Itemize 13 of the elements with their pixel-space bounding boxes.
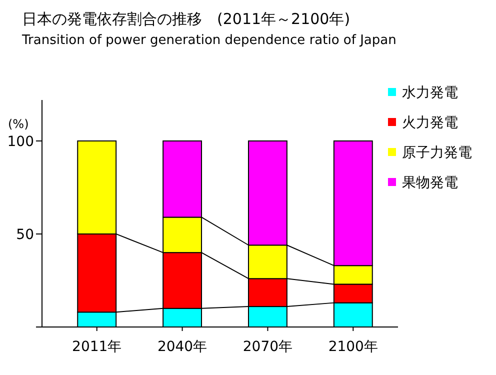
x-tick-label: 2100年: [328, 339, 378, 355]
x-tick-label: 2011年: [72, 339, 122, 355]
x-tick-label: 2070年: [242, 339, 293, 355]
chart-title: 日本の発電依存割合の推移 (2011年～2100年): [22, 10, 350, 28]
legend-label: 果物発電: [402, 174, 458, 191]
y-tick-label: 100: [7, 134, 34, 150]
legend-label: 原子力発電: [402, 144, 472, 161]
y-tick-label: 50: [16, 226, 34, 243]
legend-label: 火力発電: [402, 114, 458, 131]
legend-label: 水力発電: [402, 84, 458, 101]
y-axis-title: (%): [8, 117, 29, 131]
chart-subtitle: Transition of power generation dependence ratio of Japan: [21, 33, 396, 48]
x-tick-label: 2040年: [157, 339, 208, 355]
